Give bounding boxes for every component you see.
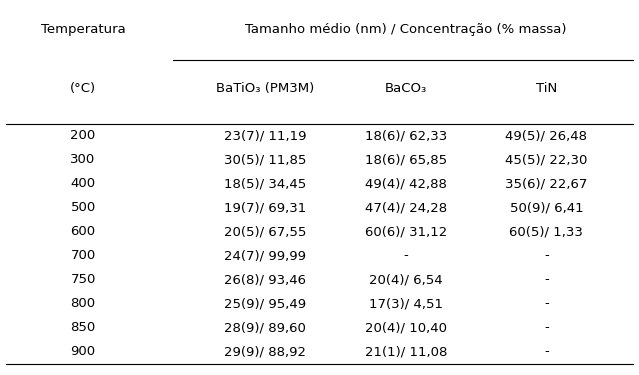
Point xyxy=(169,58,176,62)
Text: 28(9)/ 89,60: 28(9)/ 89,60 xyxy=(224,321,306,334)
Point xyxy=(629,58,636,62)
Text: 850: 850 xyxy=(70,321,96,334)
Text: Temperatura: Temperatura xyxy=(41,24,125,36)
Text: 30(5)/ 11,85: 30(5)/ 11,85 xyxy=(224,153,306,166)
Text: 500: 500 xyxy=(70,201,96,214)
Text: 700: 700 xyxy=(70,249,96,262)
Text: 20(5)/ 67,55: 20(5)/ 67,55 xyxy=(224,225,306,238)
Text: 49(4)/ 42,88: 49(4)/ 42,88 xyxy=(365,177,447,190)
Text: TiN: TiN xyxy=(535,82,557,94)
Text: -: - xyxy=(544,249,549,262)
Text: 60(5)/ 1,33: 60(5)/ 1,33 xyxy=(509,225,583,238)
Text: -: - xyxy=(544,273,549,286)
Text: 900: 900 xyxy=(70,345,96,358)
Text: 600: 600 xyxy=(70,225,96,238)
Text: 20(4)/ 6,54: 20(4)/ 6,54 xyxy=(369,273,443,286)
Text: 24(7)/ 99,99: 24(7)/ 99,99 xyxy=(224,249,306,262)
Text: 25(9)/ 95,49: 25(9)/ 95,49 xyxy=(224,297,306,310)
Text: -: - xyxy=(403,249,408,262)
Text: 45(5)/ 22,30: 45(5)/ 22,30 xyxy=(505,153,587,166)
Text: BaCO₃: BaCO₃ xyxy=(385,82,427,94)
Text: 47(4)/ 24,28: 47(4)/ 24,28 xyxy=(365,201,447,214)
Text: 300: 300 xyxy=(70,153,96,166)
Text: 21(1)/ 11,08: 21(1)/ 11,08 xyxy=(365,345,447,358)
Text: 18(5)/ 34,45: 18(5)/ 34,45 xyxy=(224,177,306,190)
Text: 800: 800 xyxy=(70,297,96,310)
Text: -: - xyxy=(544,321,549,334)
Text: 20(4)/ 10,40: 20(4)/ 10,40 xyxy=(365,321,447,334)
Text: (°C): (°C) xyxy=(70,82,96,94)
Text: 17(3)/ 4,51: 17(3)/ 4,51 xyxy=(369,297,443,310)
Text: 19(7)/ 69,31: 19(7)/ 69,31 xyxy=(224,201,306,214)
Text: 26(8)/ 93,46: 26(8)/ 93,46 xyxy=(224,273,306,286)
Text: 200: 200 xyxy=(70,129,96,142)
Text: Tamanho médio (nm) / Concentração (% massa): Tamanho médio (nm) / Concentração (% mas… xyxy=(245,24,567,36)
Text: 23(7)/ 11,19: 23(7)/ 11,19 xyxy=(224,129,307,142)
Text: 400: 400 xyxy=(70,177,96,190)
Text: 60(6)/ 31,12: 60(6)/ 31,12 xyxy=(365,225,447,238)
Text: 49(5)/ 26,48: 49(5)/ 26,48 xyxy=(505,129,587,142)
Text: 18(6)/ 65,85: 18(6)/ 65,85 xyxy=(365,153,447,166)
Text: 35(6)/ 22,67: 35(6)/ 22,67 xyxy=(505,177,587,190)
Text: 750: 750 xyxy=(70,273,96,286)
Text: BaTiO₃ (PM3M): BaTiO₃ (PM3M) xyxy=(216,82,314,94)
Text: -: - xyxy=(544,345,549,358)
Text: 50(9)/ 6,41: 50(9)/ 6,41 xyxy=(509,201,583,214)
Text: 18(6)/ 62,33: 18(6)/ 62,33 xyxy=(365,129,447,142)
Text: -: - xyxy=(544,297,549,310)
Text: 29(9)/ 88,92: 29(9)/ 88,92 xyxy=(224,345,306,358)
